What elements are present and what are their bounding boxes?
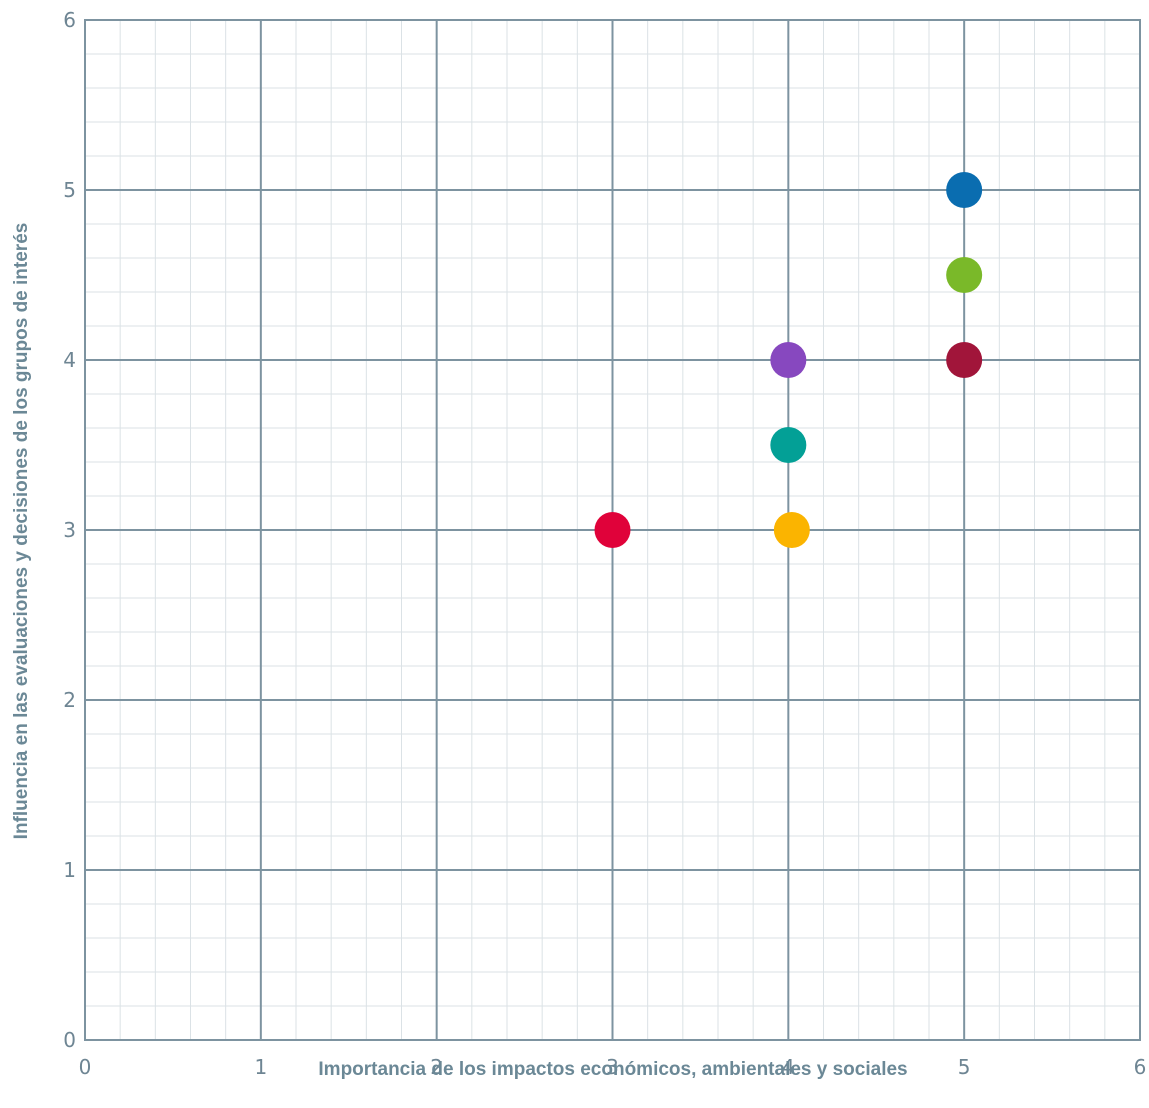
- y-tick-label: 5: [63, 178, 76, 202]
- x-tick-label: 5: [958, 1055, 971, 1079]
- data-point: [770, 427, 807, 463]
- data-point: [946, 172, 983, 208]
- data-point: [946, 342, 983, 378]
- x-tick-label: 0: [79, 1055, 92, 1079]
- x-tick-label: 4: [782, 1055, 795, 1079]
- y-axis-title: Influencia en las evaluaciones y decisio…: [11, 223, 32, 840]
- data-point: [946, 257, 983, 293]
- y-tick-label: 0: [63, 1028, 76, 1052]
- y-tick-label: 4: [63, 348, 76, 372]
- plot-frame: [84, 19, 1141, 1041]
- y-tick-label: 2: [63, 688, 76, 712]
- data-point: [773, 512, 810, 548]
- x-tick-label: 1: [254, 1055, 267, 1079]
- x-tick-label: 6: [1134, 1055, 1147, 1079]
- y-tick-label: 1: [63, 858, 76, 882]
- data-point: [594, 512, 631, 548]
- x-tick-label: 3: [606, 1055, 619, 1079]
- x-tick-label: 2: [430, 1055, 443, 1079]
- x-axis-title: Importancia de los impactos económicos, …: [318, 1059, 907, 1080]
- y-tick-label: 6: [63, 8, 76, 32]
- x-tick-labels: 0 1 2 3 4 5 6: [79, 1055, 1147, 1079]
- y-tick-labels: 0 1 2 3 4 5 6: [63, 8, 76, 1052]
- data-points: [594, 172, 983, 548]
- data-point: [770, 342, 807, 378]
- y-tick-label: 3: [63, 518, 76, 542]
